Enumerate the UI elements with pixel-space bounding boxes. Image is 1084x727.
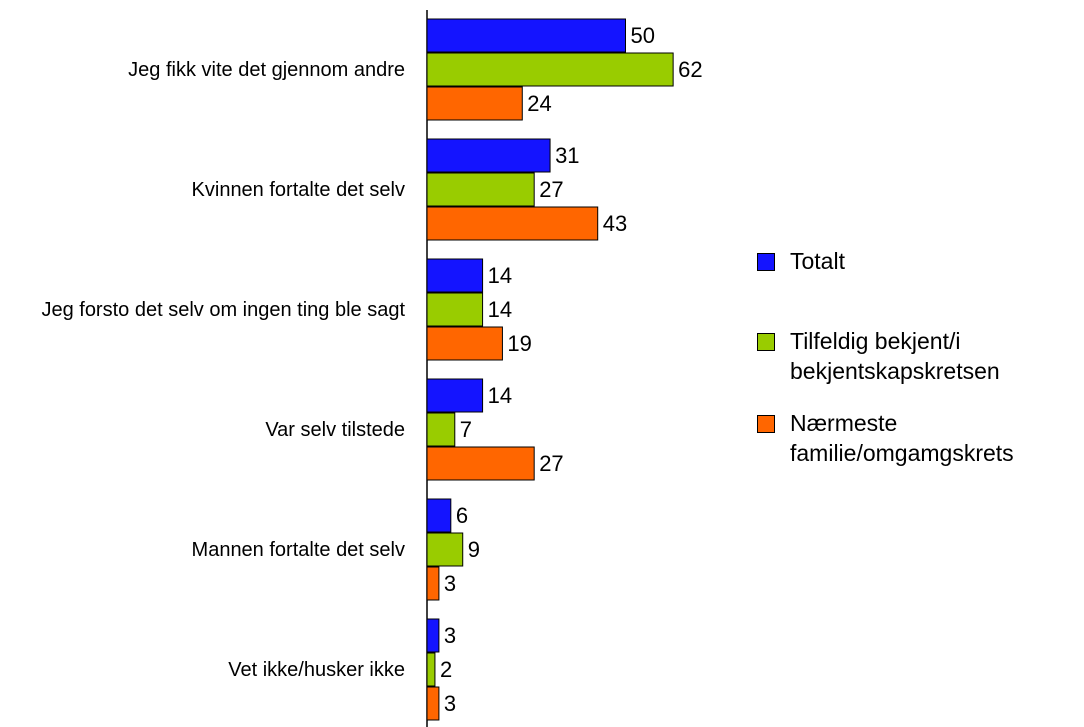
bar bbox=[426, 532, 464, 567]
value-label: 3 bbox=[444, 571, 456, 596]
value-label: 27 bbox=[539, 451, 563, 476]
category-label: Jeg fikk vite det gjennom andre bbox=[128, 59, 405, 81]
category-label: Jeg forsto det selv om ingen ting ble sa… bbox=[41, 299, 405, 321]
legend-swatch bbox=[757, 253, 775, 271]
value-label: 14 bbox=[488, 383, 512, 408]
value-label: 14 bbox=[488, 297, 512, 322]
value-label: 3 bbox=[444, 691, 456, 716]
bar bbox=[426, 566, 440, 601]
category-label: Mannen fortalte det selv bbox=[191, 539, 405, 561]
value-label: 2 bbox=[440, 657, 452, 682]
bar bbox=[426, 206, 599, 241]
value-label: 27 bbox=[539, 177, 563, 202]
bar bbox=[426, 618, 440, 653]
legend-swatch bbox=[757, 415, 775, 433]
value-label: 24 bbox=[527, 91, 551, 116]
legend-label: Tilfeldig bekjent/i bekjentskapskretsen bbox=[790, 328, 1000, 384]
value-label: 6 bbox=[456, 503, 468, 528]
bar bbox=[426, 326, 503, 361]
value-label: 9 bbox=[468, 537, 480, 562]
bar bbox=[426, 18, 626, 53]
bar bbox=[426, 446, 535, 481]
bar bbox=[426, 258, 484, 293]
category-label: Var selv tilstede bbox=[265, 419, 405, 441]
bar bbox=[426, 172, 535, 207]
bar bbox=[426, 686, 440, 721]
value-label: 3 bbox=[444, 623, 456, 648]
bar bbox=[426, 412, 456, 447]
value-label: 14 bbox=[488, 263, 512, 288]
category-label: Kvinnen fortalte det selv bbox=[191, 179, 405, 201]
bar bbox=[426, 138, 551, 173]
bar bbox=[426, 652, 436, 687]
value-label: 62 bbox=[678, 57, 702, 82]
value-label: 31 bbox=[555, 143, 579, 168]
bar bbox=[426, 498, 452, 533]
value-label: 19 bbox=[507, 331, 531, 356]
legend-label: Nærmeste familie/omgamgskrets bbox=[790, 410, 1014, 466]
legend-swatch bbox=[757, 333, 775, 351]
bar bbox=[426, 86, 523, 121]
value-label: 43 bbox=[603, 211, 627, 236]
value-label: 7 bbox=[460, 417, 472, 442]
value-label: 50 bbox=[631, 23, 655, 48]
category-label: Vet ikke/husker ikke bbox=[228, 659, 405, 681]
legend-label: Totalt bbox=[790, 248, 845, 274]
bar bbox=[426, 52, 674, 87]
bar bbox=[426, 378, 484, 413]
bar bbox=[426, 292, 484, 327]
